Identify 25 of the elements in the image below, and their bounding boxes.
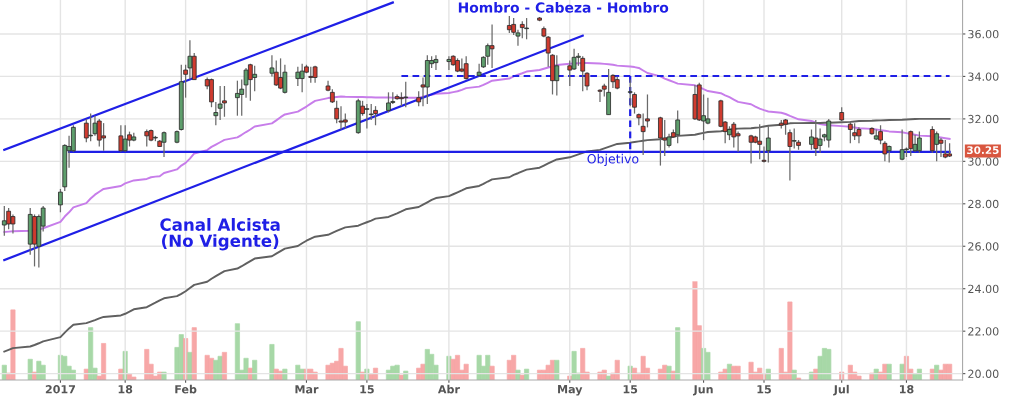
annotation: Hombro - Cabeza - Hombro bbox=[458, 2, 669, 13]
y-tick-label: 22.00 bbox=[968, 327, 999, 336]
x-tick-label: Feb bbox=[175, 384, 197, 394]
annotation: Canal Alcista (No Vigente) bbox=[160, 218, 280, 251]
x-tick-label: Jun bbox=[692, 385, 713, 396]
y-tick-label: 30.00 bbox=[968, 157, 999, 166]
x-tick-label: 15 bbox=[360, 385, 374, 394]
y-tick-label: 26.00 bbox=[968, 242, 999, 251]
y-tick-label: 32.00 bbox=[968, 114, 999, 124]
x-tick-label: 18 bbox=[899, 385, 914, 394]
x-tick-label: Mar bbox=[295, 385, 319, 394]
x-tick-label: 18 bbox=[118, 385, 133, 394]
x-tick-label: 15 bbox=[757, 385, 771, 394]
y-tick-label: 28.00 bbox=[968, 199, 999, 209]
annotation: 30.25 bbox=[967, 146, 999, 155]
y-tick-label: 24.00 bbox=[968, 284, 999, 294]
x-tick-label: Jul bbox=[833, 384, 849, 396]
x-tick-label: Abr bbox=[437, 384, 460, 394]
y-tick-label: 36.00 bbox=[968, 29, 999, 39]
x-tick-label: 2017 bbox=[45, 385, 76, 394]
x-tick-label: 15 bbox=[623, 385, 638, 394]
y-tick-label: 20.00 bbox=[968, 369, 999, 379]
annotation: Objetivo bbox=[587, 153, 639, 166]
y-tick-label: 34.00 bbox=[968, 72, 999, 81]
x-tick-label: May bbox=[558, 385, 583, 396]
